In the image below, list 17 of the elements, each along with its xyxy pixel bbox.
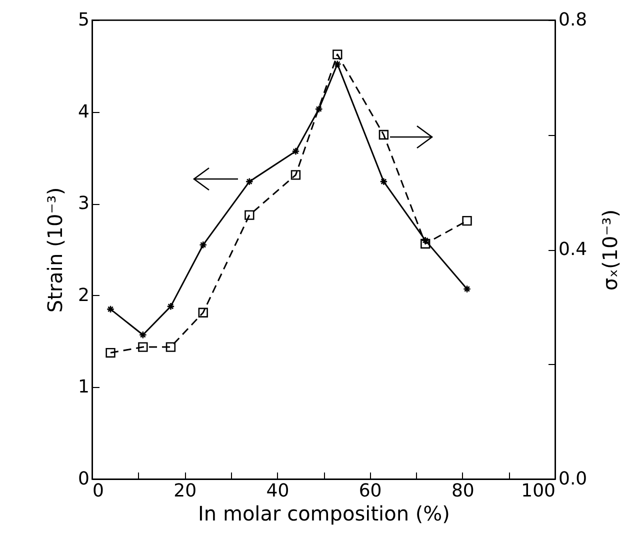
y2-axis-title: σₓ(10⁻³) bbox=[598, 209, 622, 291]
x-tick-label: 80 bbox=[451, 480, 474, 502]
y-axis-title: Strain (10⁻³) bbox=[43, 187, 68, 313]
x-tick-label: 20 bbox=[174, 480, 197, 502]
y2-tick-label: 0.8 bbox=[558, 10, 588, 30]
x-tick-label: 100 bbox=[521, 480, 556, 502]
y-tick-label: 2 bbox=[78, 284, 90, 306]
y-tick-label: 4 bbox=[78, 101, 90, 122]
y2-tick-label: 0.4 bbox=[558, 239, 588, 260]
x-tick-label: 40 bbox=[266, 480, 290, 502]
y-tick-label: 5 bbox=[78, 10, 90, 30]
y-tick-label: 3 bbox=[78, 193, 90, 214]
y-tick-label: 1 bbox=[78, 376, 90, 398]
x-axis-title: In molar composition (%) bbox=[198, 502, 450, 526]
x-tick-label: 0 bbox=[92, 480, 104, 502]
x-tick-label: 60 bbox=[358, 480, 382, 502]
y2-tick-label: 0.0 bbox=[558, 468, 588, 490]
